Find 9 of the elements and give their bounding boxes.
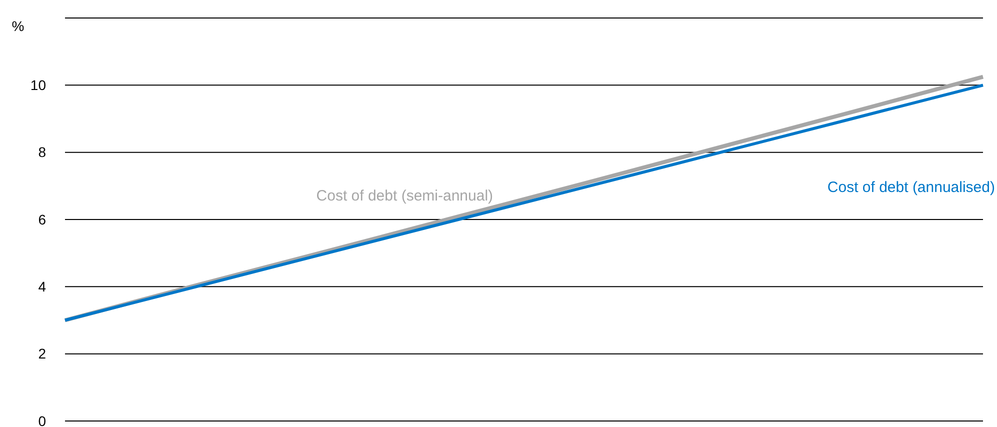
y-tick-label: 0 — [38, 412, 46, 427]
y-tick-label: 8 — [38, 144, 46, 160]
y-tick-label: 6 — [38, 211, 46, 228]
text: Cost of debt (annualised) — [827, 179, 995, 196]
y-tick-label: 2 — [38, 346, 46, 362]
y-tick-label: 4 — [38, 278, 46, 295]
series-label: Cost of debt (semi-annual) — [316, 188, 494, 205]
y-axis-title: % — [12, 18, 24, 34]
y-tick-label: 10 — [30, 77, 46, 94]
